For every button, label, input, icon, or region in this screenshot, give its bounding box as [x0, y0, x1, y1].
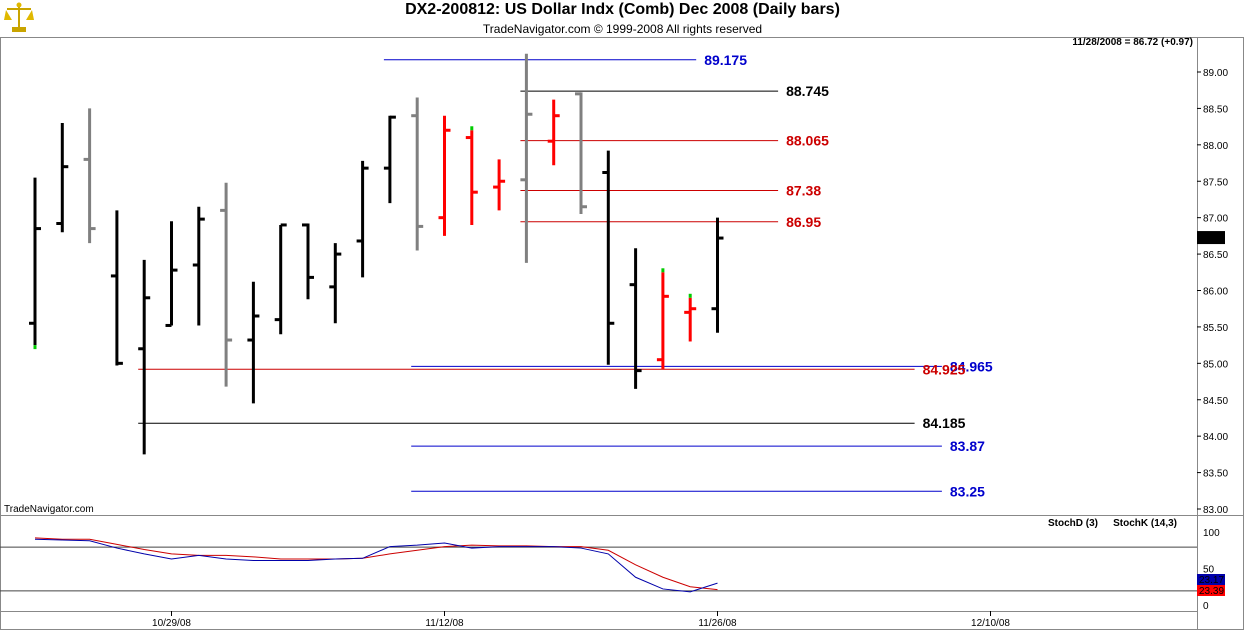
level-label: 86.95 — [786, 214, 821, 230]
ohlc-bar — [302, 223, 314, 300]
ohlc-bar — [29, 177, 41, 350]
level-label: 84.925 — [923, 361, 966, 377]
ohlc-bar — [110, 210, 123, 366]
ohlc-bar — [274, 223, 287, 335]
ohlc-bar — [602, 150, 615, 365]
level-label: 87.38 — [786, 182, 821, 198]
ohlc-bar — [656, 268, 669, 370]
price-tick-label: 85.50 — [1203, 323, 1228, 334]
level-label: 84.965 — [950, 358, 993, 374]
ohlc-bar — [520, 53, 533, 263]
ohlc-bar — [56, 122, 69, 233]
scales-logo-icon — [4, 2, 34, 39]
price-tick-label: 87.50 — [1203, 177, 1228, 188]
ohlc-bar — [575, 92, 587, 215]
stoch-series-line — [34, 538, 718, 593]
stochd-last-box — [1197, 585, 1225, 596]
date-tick-label: 12/10/08 — [971, 618, 1010, 629]
chart-subtitle: TradeNavigator.com © 1999-2008 All right… — [482, 22, 763, 36]
stoch-series-line — [34, 537, 718, 591]
level-label: 88.065 — [786, 133, 829, 149]
ohlc-bar — [138, 259, 151, 455]
ohlc-bar — [493, 159, 506, 211]
stochk-last-label: 23.17 — [1199, 575, 1224, 586]
price-tick-label: 88.50 — [1203, 104, 1228, 115]
ohlc-bar — [629, 248, 642, 389]
level-label: 84.185 — [923, 415, 966, 431]
level-label: 88.745 — [786, 83, 829, 99]
ohlc-bar — [83, 108, 96, 244]
legend-stochd: StochD (3) — [1048, 518, 1098, 529]
ohlc-bar — [547, 99, 560, 166]
ohlc-bar — [465, 126, 478, 225]
date-tick-label: 11/26/08 — [698, 618, 737, 629]
level-label: 83.25 — [950, 483, 985, 499]
level-label: 89.175 — [704, 52, 747, 68]
quote-label: 11/28/2008 = 86.72 (+0.97) — [1072, 37, 1193, 48]
legend-stochk: StochK (14,3) — [1113, 518, 1177, 529]
ohlc-bar — [192, 206, 205, 326]
last-value-box — [1197, 231, 1225, 245]
ohlc-bar — [684, 293, 697, 342]
price-tick-label: 86.00 — [1203, 287, 1228, 298]
price-tick-label: 84.50 — [1203, 396, 1228, 407]
ohlc-bar — [438, 115, 451, 236]
ohlc-bar — [220, 182, 233, 387]
watermark-label: TradeNavigator.com — [4, 504, 94, 515]
price-tick-label: 83.00 — [1203, 505, 1228, 516]
ohlc-bar — [711, 217, 724, 333]
price-tick-label: 88.00 — [1203, 141, 1228, 152]
price-tick-label: 86.50 — [1203, 250, 1228, 261]
date-tick-label: 11/12/08 — [425, 618, 464, 629]
price-tick-label: 84.00 — [1203, 432, 1228, 443]
stoch-tick-label: 50 — [1203, 565, 1215, 576]
stochk-last-box — [1197, 574, 1225, 585]
price-tick-label: 85.00 — [1203, 359, 1228, 370]
stoch-tick-label: 100 — [1203, 528, 1220, 539]
stochd-last-label: 23.39 — [1199, 586, 1224, 597]
level-label: 83.87 — [950, 438, 985, 454]
ohlc-bar — [165, 221, 178, 327]
ohlc-bar — [383, 115, 396, 204]
stoch-tick-label: 0 — [1203, 601, 1209, 612]
date-tick-label: 10/29/08 — [152, 618, 191, 629]
chart-title: DX2-200812: US Dollar Indx (Comb) Dec 20… — [405, 1, 840, 18]
price-tick-label: 87.00 — [1203, 214, 1228, 225]
ohlc-bar — [329, 243, 342, 324]
price-tick-label: 89.00 — [1203, 68, 1228, 79]
ohlc-bar — [356, 160, 369, 278]
ohlc-bar — [411, 97, 424, 251]
price-tick-label: 83.50 — [1203, 469, 1228, 480]
last-value-label: 86.72 — [1199, 234, 1224, 245]
chart-frame — [0, 37, 1244, 630]
ohlc-bar — [247, 281, 260, 404]
